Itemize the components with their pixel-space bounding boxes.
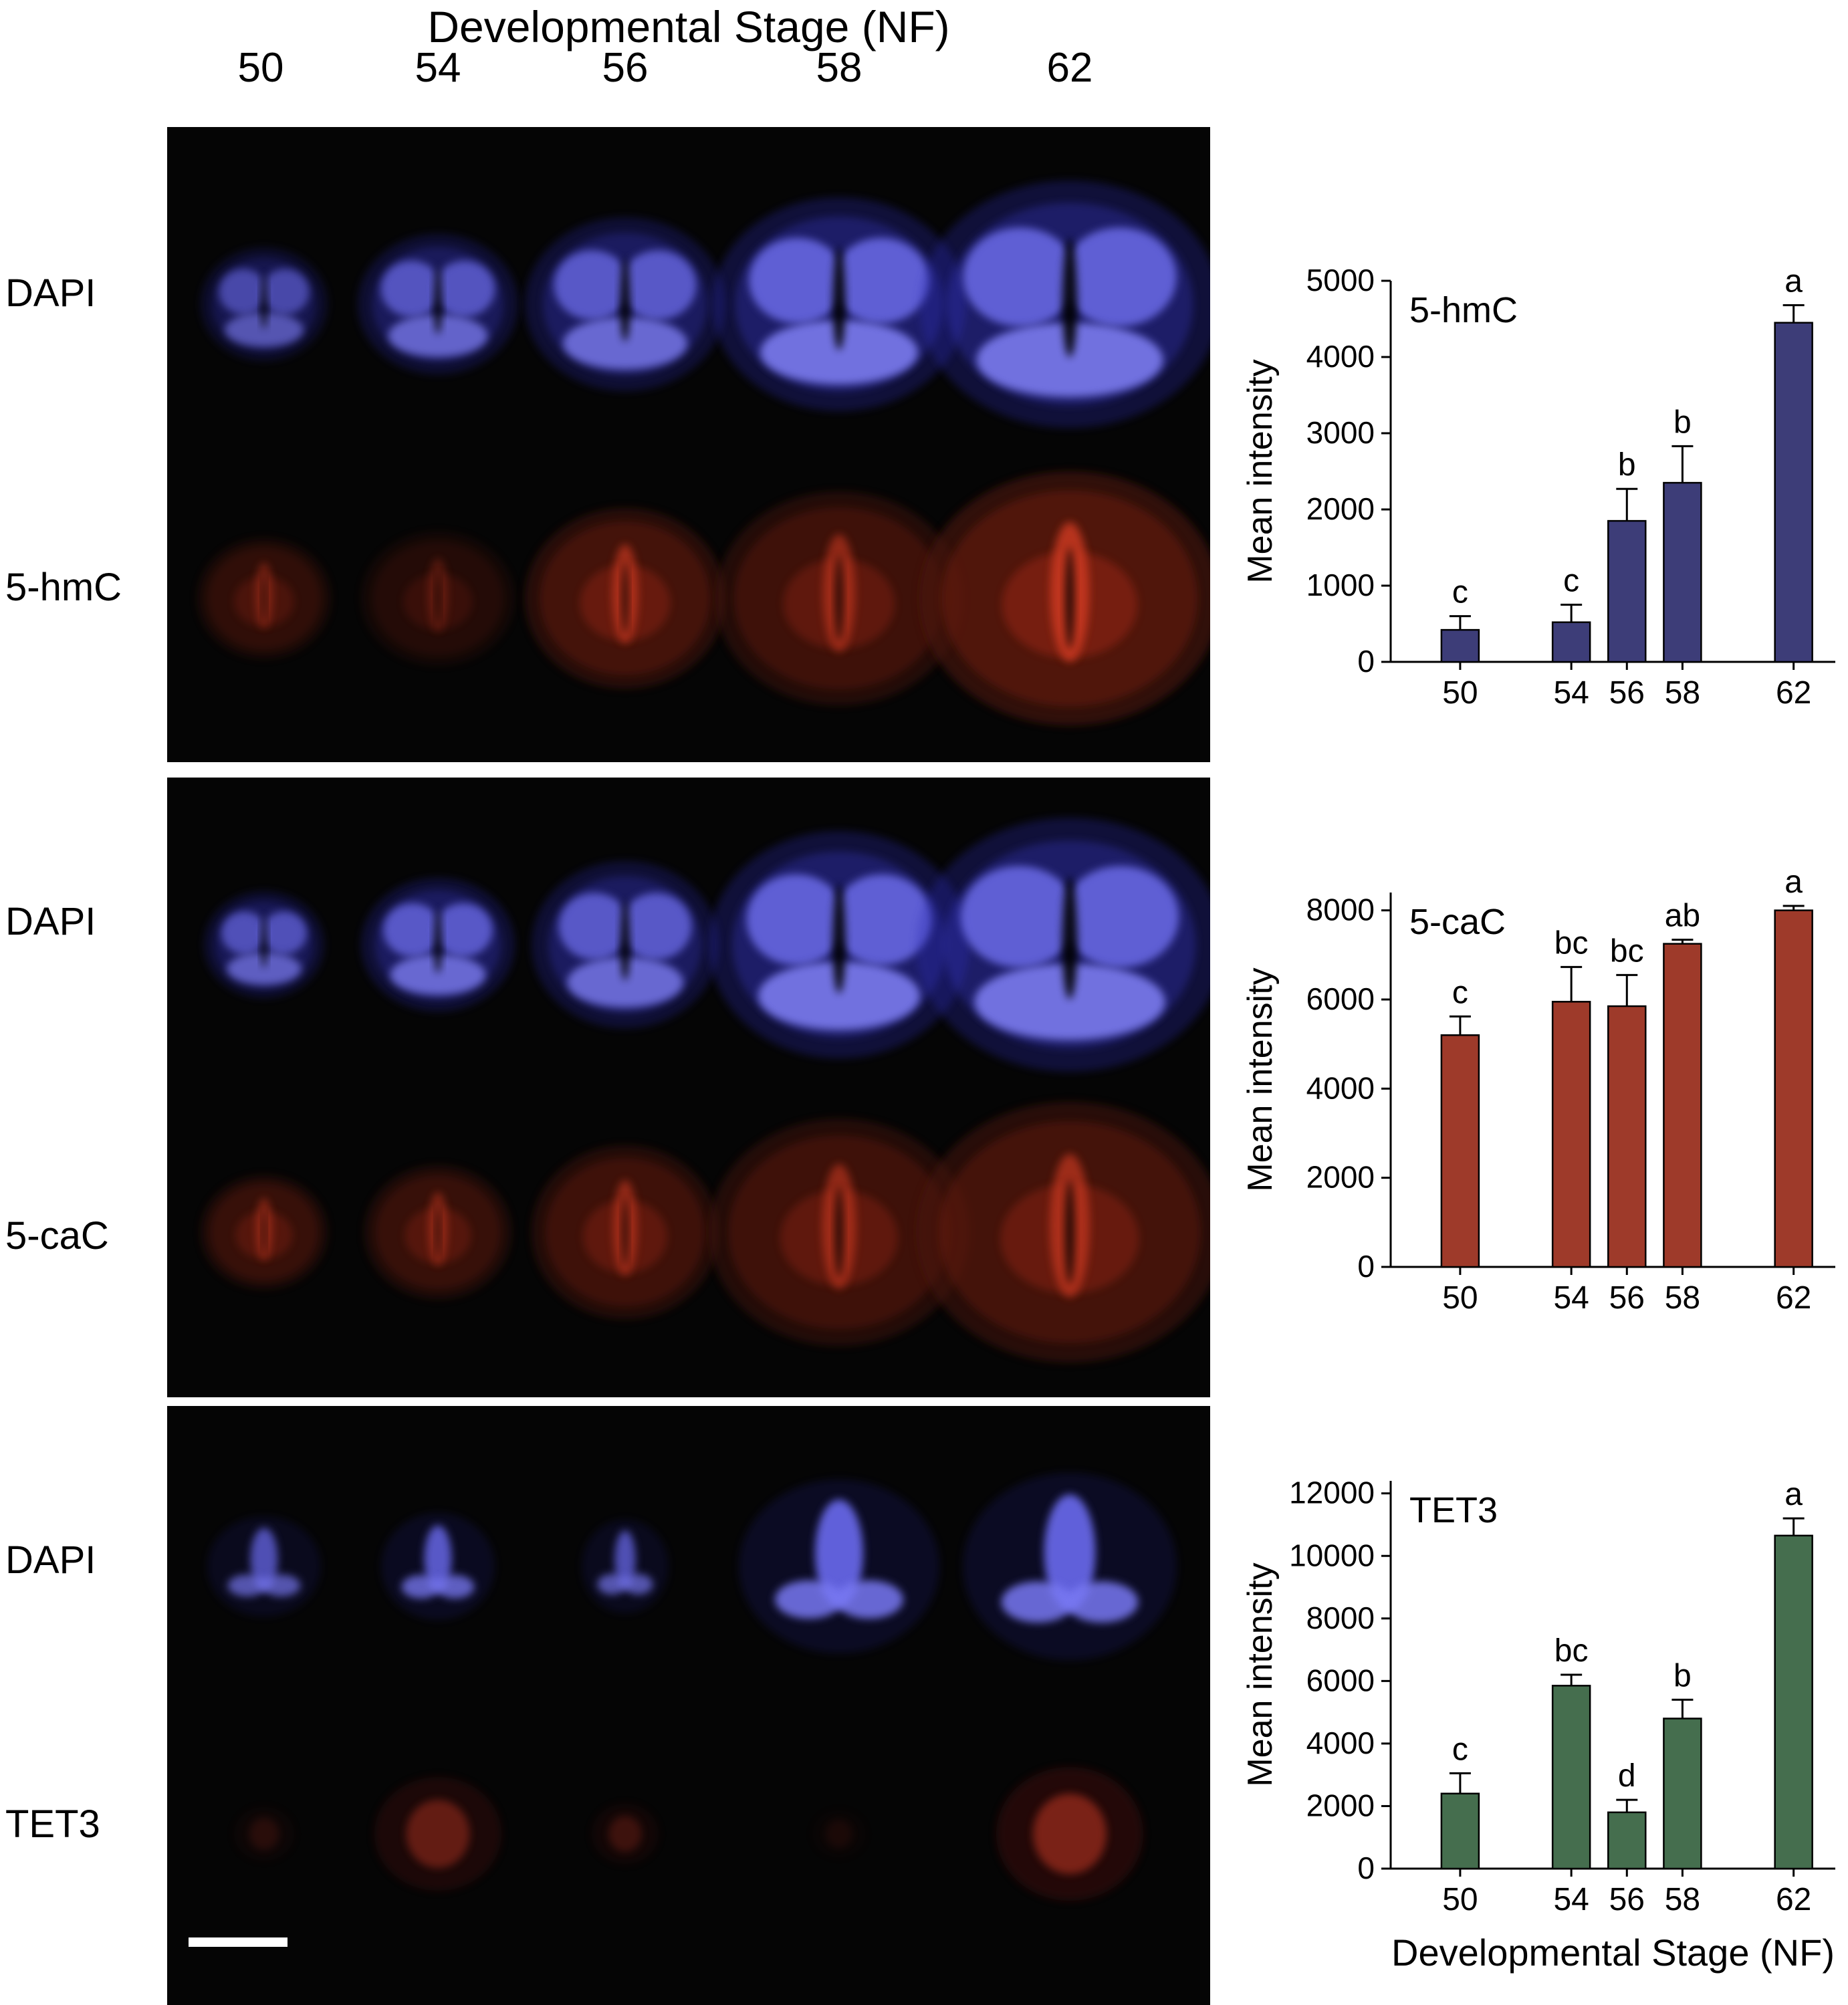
sig-label: c [1452,975,1468,1010]
x-tick-label: 50 [1442,675,1478,709]
y-tick-label: 3000 [1306,415,1375,450]
row-label-5hmc: 5-hmC [5,566,122,609]
sig-label: a [1784,864,1803,900]
stage-label-54: 54 [415,45,461,91]
bar-58 [1663,1718,1702,1870]
sig-label: bc [1554,925,1589,961]
y-tick-label: 0 [1357,644,1375,679]
y-tick-label: 8000 [1306,1601,1375,1635]
bar-62 [1774,322,1813,663]
x-tick-label: 58 [1665,1882,1700,1917]
scale-bar [189,1937,287,1947]
stage-label-62: 62 [1046,45,1093,91]
sig-label: bc [1554,1633,1589,1669]
tissue-section-image [197,181,1220,725]
y-tick-label: 4000 [1306,1726,1375,1760]
sig-label: a [1784,1477,1803,1512]
sig-label: c [1563,564,1579,599]
y-axis-label: Mean intensity [1241,1562,1280,1786]
chart-title: 5-caC [1409,902,1506,942]
sig-label: b [1673,1658,1692,1693]
stage-label-58: 58 [816,45,862,91]
x-tick-label: 50 [1442,1280,1478,1314]
row-label-tet3: TET3 [5,1802,100,1846]
row-label-dapi-1: DAPI [5,271,96,315]
bar-56 [1607,519,1647,663]
y-tick-label: 6000 [1306,1663,1375,1697]
bar-50 [1440,628,1480,663]
chart-title: TET3 [1409,1490,1498,1530]
stage-label-50: 50 [237,45,284,91]
bar-54 [1551,1685,1591,1870]
stage-label-56: 56 [602,45,649,91]
figure-title: Developmental Stage (NF) [427,2,950,51]
y-tick-label: 10000 [1289,1538,1375,1572]
row-label-dapi-3: DAPI [5,1538,96,1582]
row-label-dapi-2: DAPI [5,900,96,943]
bar-62 [1774,1534,1813,1870]
x-tick-label: 58 [1665,1280,1700,1314]
tissue-section-image [201,818,1224,1363]
row-label-5cac: 5-caC [5,1214,109,1258]
sig-label: ab [1665,899,1700,934]
x-tick-label: 56 [1609,675,1645,709]
bar-56 [1607,1811,1647,1870]
y-tick-label: 8000 [1306,893,1375,927]
x-tick-label: 50 [1442,1882,1478,1917]
bar-54 [1551,621,1591,663]
y-tick-label: 4000 [1306,1070,1375,1105]
sig-label: d [1618,1758,1636,1794]
y-tick-label: 5000 [1306,263,1375,298]
x-tick-label: 62 [1776,675,1811,709]
sig-label: bc [1610,933,1644,969]
sig-label: b [1673,404,1692,440]
y-tick-label: 0 [1357,1249,1375,1284]
microscopy-panel-5hmc [167,127,1220,762]
chart-svg: 0 2000 4000 6000 8000 c 50 bc 54 bc 56 ab 58 a 62 5-caC… [1241,864,1835,1316]
bar-chart-tet3: 0 2000 4000 6000 8000 10000 12000 c 50 bc 54 d 56 b 58… [1237,1441,1845,1976]
y-tick-label: 0 [1357,1851,1375,1885]
chart-svg: 0 2000 4000 6000 8000 10000 12000 c 50 bc 54 d 56 b 58… [1241,1476,1835,1974]
chart-svg: 0 1000 2000 3000 4000 5000 c 50 c 54 b 56 b 58 a 62 5-hm… [1241,263,1835,711]
bar-50 [1440,1792,1480,1870]
x-tick-label: 54 [1553,675,1589,709]
sig-label: b [1618,447,1636,483]
bar-56 [1607,1005,1647,1268]
bar-chart-5cac: 0 2000 4000 6000 8000 c 50 bc 54 bc 56 ab 58 a 62 5-caC… [1237,852,1845,1316]
sig-label: c [1452,575,1468,610]
y-tick-label: 4000 [1306,339,1375,374]
x-tick-label: 56 [1609,1882,1645,1917]
chart-title: 5-hmC [1409,290,1518,330]
x-tick-label: 54 [1553,1882,1589,1917]
bar-62 [1774,909,1813,1268]
y-tick-label: 1000 [1306,568,1375,602]
sig-label: a [1784,263,1803,299]
y-tick-label: 2000 [1306,1788,1375,1822]
y-axis-label: Mean intensity [1241,359,1280,583]
bar-chart-5hmc: 0 1000 2000 3000 4000 5000 c 50 c 54 b 56 b 58 a 62 5-hm… [1237,241,1845,711]
bar-58 [1663,943,1702,1268]
x-tick-label: 58 [1665,675,1700,709]
x-tick-label: 54 [1553,1280,1589,1314]
bar-50 [1440,1034,1480,1268]
x-tick-label: 62 [1776,1882,1811,1917]
tissue-section-image [207,1473,1177,1901]
x-tick-label: 62 [1776,1280,1811,1314]
y-axis-label: Mean intensity [1241,967,1280,1191]
bar-58 [1663,481,1702,663]
bar-54 [1551,1001,1591,1268]
x-tick-label: 56 [1609,1280,1645,1314]
microscopy-panel-5cac [167,778,1224,1397]
y-tick-label: 6000 [1306,981,1375,1016]
x-axis-label: Developmental Stage (NF) [1391,1931,1835,1974]
microscopy-panel-tet3 [167,1406,1210,2005]
sig-label: c [1452,1732,1468,1767]
y-tick-label: 2000 [1306,1160,1375,1195]
y-tick-label: 2000 [1306,491,1375,526]
y-tick-label: 12000 [1289,1476,1375,1510]
